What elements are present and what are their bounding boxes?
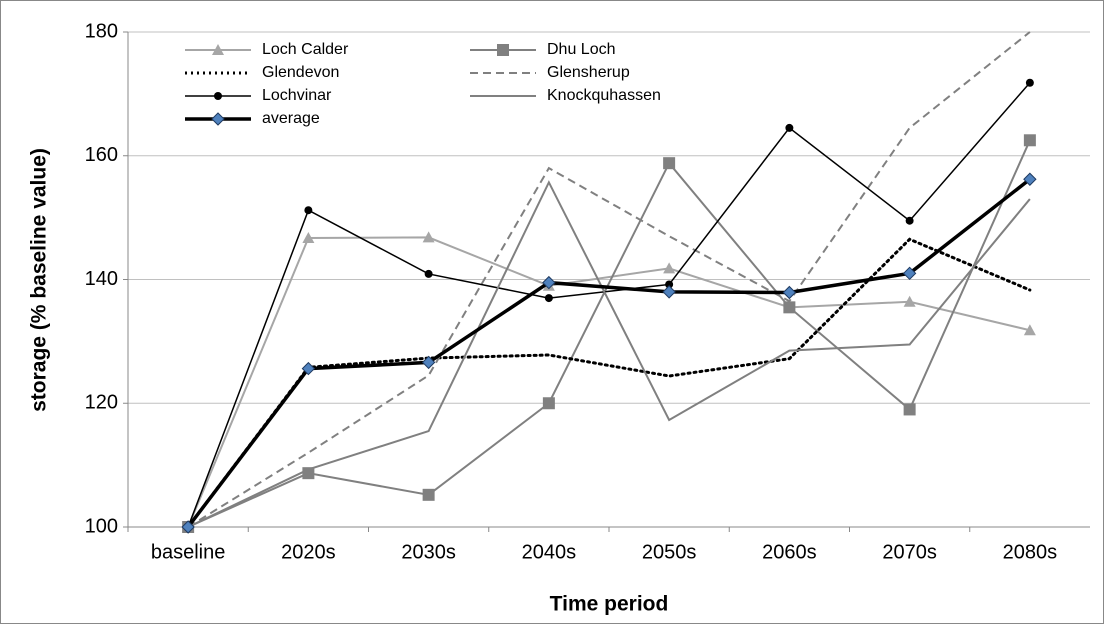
series-line (187, 82, 1031, 528)
y-axis-title: storage (% baseline value) (28, 148, 51, 412)
legend-label: Dhu Loch (547, 41, 616, 58)
marker (304, 206, 313, 215)
legend-item: Glendevon (185, 64, 339, 81)
legend-item: Knockquhassen (470, 87, 661, 104)
marker (214, 92, 222, 100)
marker (421, 355, 436, 370)
marker (903, 403, 916, 416)
y-tick-label: 180 (85, 20, 118, 42)
marker (783, 301, 796, 314)
marker (422, 488, 435, 501)
legend-label: average (262, 110, 320, 127)
marker (782, 285, 797, 300)
legend-item: Dhu Loch (470, 41, 616, 58)
legend-item: Lochvinar (185, 87, 332, 104)
marker (1025, 78, 1034, 87)
marker (1023, 134, 1036, 147)
x-tick-label: 2070s (882, 541, 937, 563)
series-line (187, 139, 1031, 528)
marker (785, 123, 794, 132)
marker (902, 266, 917, 281)
legend-label: Knockquhassen (547, 87, 661, 104)
marker (497, 44, 509, 56)
x-tick-label: 2020s (281, 541, 336, 563)
x-tick-label: 2030s (401, 541, 456, 563)
x-tick-label: baseline (151, 541, 226, 563)
legend-item: Glensherup (470, 64, 630, 81)
marker (1023, 172, 1037, 186)
marker (1023, 324, 1036, 336)
marker (302, 232, 315, 244)
marker (181, 520, 195, 534)
series-line (186, 177, 1031, 529)
y-tick-label: 140 (85, 268, 118, 290)
legend-label: Lochvinar (262, 87, 332, 104)
marker (905, 216, 914, 225)
marker (662, 285, 676, 299)
series-line (187, 236, 1031, 528)
legend-label: Glensherup (547, 64, 630, 81)
marker (542, 275, 556, 290)
marker (424, 269, 433, 278)
y-tick-label: 120 (85, 392, 118, 414)
marker (211, 112, 225, 126)
legend-label: Loch Calder (262, 41, 349, 58)
legend-label: Glendevon (262, 64, 339, 81)
legend-item: average (185, 110, 320, 127)
marker (663, 262, 676, 274)
marker (903, 295, 916, 307)
marker (544, 294, 553, 303)
x-tick-label: 2080s (1003, 541, 1058, 563)
y-tick-label: 100 (85, 515, 118, 537)
y-tick-label: 160 (85, 144, 118, 166)
series-line (187, 180, 1031, 528)
x-tick-label: 2040s (522, 541, 577, 563)
x-tick-label: 2050s (642, 541, 697, 563)
marker (665, 280, 674, 289)
marker (422, 231, 435, 243)
x-tick-label: 2060s (762, 541, 817, 563)
marker (663, 157, 676, 170)
marker (301, 361, 316, 376)
x-axis-title: Time period (550, 593, 669, 616)
legend-item: Loch Calder (185, 41, 349, 58)
marker (542, 397, 555, 410)
marker (212, 44, 224, 55)
